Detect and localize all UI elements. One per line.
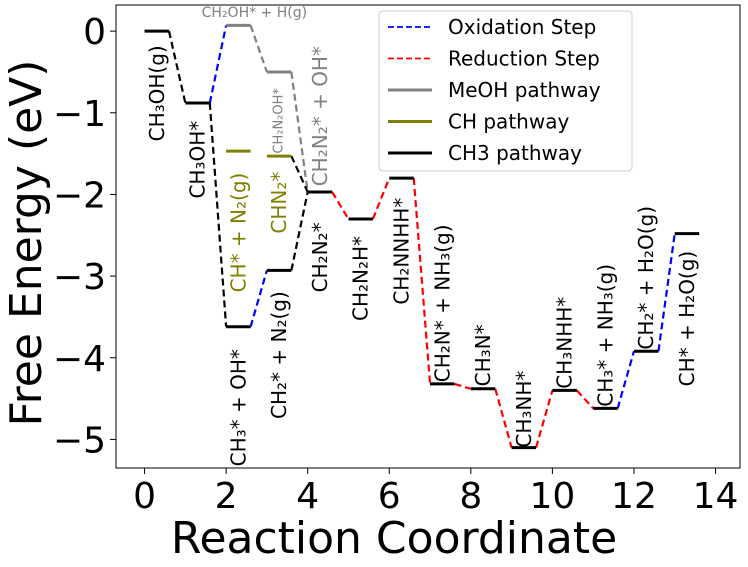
state-label-10: CH₂N₂H* xyxy=(349,236,373,321)
connector-11 xyxy=(454,382,472,390)
y-tick-label-3: −3 xyxy=(53,257,106,298)
legend-frame xyxy=(378,10,633,172)
state-label-9: CH₂N₂* xyxy=(308,222,332,292)
connector-9 xyxy=(371,177,391,220)
legend-label-4: CH3 pathway xyxy=(448,141,582,165)
state-label-2: CH₂OH* + H(g) xyxy=(202,5,307,21)
connector-7 xyxy=(290,155,309,193)
connector-1 xyxy=(208,25,228,104)
connector-4 xyxy=(208,102,228,327)
connector-6 xyxy=(290,191,309,271)
state-label-1: CH₃OH* xyxy=(186,121,210,199)
connector-10 xyxy=(412,178,432,384)
legend: Oxidation Step Reduction Step MeOH pathway… xyxy=(378,10,633,172)
x-tick-label-6: 12 xyxy=(611,476,657,517)
connector-lines xyxy=(167,25,676,448)
connector-13 xyxy=(535,390,554,448)
state-label-15: CH₃NHH* xyxy=(553,297,577,389)
x-tick-label-4: 8 xyxy=(459,476,482,517)
y-tick-label-2: −2 xyxy=(53,175,106,216)
state-label-6: CHN₂* xyxy=(267,172,291,234)
state-label-17: CH₂* + H₂O(g) xyxy=(634,206,658,350)
legend-label-0: Oxidation Step xyxy=(448,15,596,39)
legend-label-1: Reduction Step xyxy=(448,47,600,71)
y-tick-label-4: −4 xyxy=(53,339,106,380)
state-label-18: CH* + H₂O(g) xyxy=(675,251,699,387)
y-tick-label-5: −5 xyxy=(53,420,106,461)
state-label-14: CH₃NH* xyxy=(512,371,536,448)
y-tick-label-0: 0 xyxy=(83,12,106,53)
state-label-7: CH₃* + OH* xyxy=(226,349,250,466)
state-label-0: CH₃OH(g) xyxy=(145,45,169,141)
legend-label-3: CH pathway xyxy=(448,110,569,134)
connector-0 xyxy=(167,30,187,104)
y-axis-ticks: 0 −1 −2 −3 −4 −5 xyxy=(53,12,116,461)
x-tick-label-2: 4 xyxy=(296,476,319,517)
connector-2 xyxy=(249,25,268,73)
state-label-11: CH₂NNHH* xyxy=(389,198,413,305)
state-label-8: CH₂* + N₂(g) xyxy=(267,291,291,419)
x-axis-label: Reaction Coordinate xyxy=(171,513,617,564)
plot-frame xyxy=(115,4,741,469)
x-tick-label-0: 0 xyxy=(133,476,156,517)
legend-label-2: MeOH pathway xyxy=(448,78,601,102)
connector-14 xyxy=(576,389,594,410)
y-axis-label: Free Energy (eV) xyxy=(1,60,52,427)
connector-5 xyxy=(249,270,268,328)
state-label-16: CH₃* + NH₃(g) xyxy=(593,264,617,407)
connector-3 xyxy=(290,71,309,193)
y-tick-label-1: −1 xyxy=(53,94,106,135)
state-label-3: CH₂N₂OH* xyxy=(272,88,287,154)
x-tick-label-3: 6 xyxy=(378,476,401,517)
state-label-5: CH* + N₂(g) xyxy=(226,173,250,293)
connector-8 xyxy=(331,191,350,220)
state-labels: CH₃OH(g) CH₃OH* CH₂OH* + H(g) CH₂N₂OH* CH₂N₂… xyxy=(145,5,699,466)
connector-12 xyxy=(494,388,513,448)
x-axis-ticks: 0 2 4 6 8 10 12 14 xyxy=(133,468,738,517)
state-label-12: CH₂N* + NH₃(g) xyxy=(430,224,454,382)
energy-levels xyxy=(144,23,700,450)
state-label-4: CH₂N₂* + OH* xyxy=(308,46,332,186)
x-tick-label-7: 14 xyxy=(693,476,739,517)
connector-15 xyxy=(616,350,636,409)
connector-16 xyxy=(657,233,676,352)
x-tick-label-1: 2 xyxy=(215,476,238,517)
state-label-13: CH₃N* xyxy=(471,324,495,386)
x-tick-label-5: 10 xyxy=(529,476,575,517)
